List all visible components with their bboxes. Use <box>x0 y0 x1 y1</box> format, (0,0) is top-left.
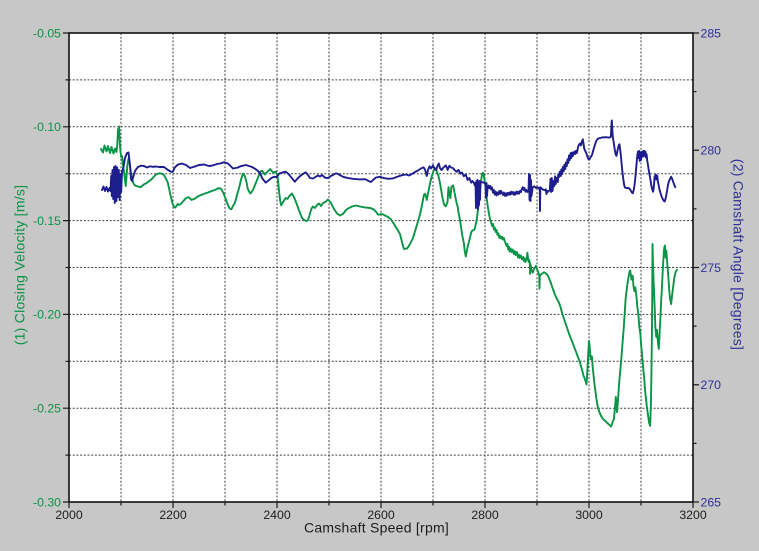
svg-text:270: 270 <box>701 378 722 392</box>
svg-text:2600: 2600 <box>367 508 395 522</box>
svg-text:-0.10: -0.10 <box>33 120 61 134</box>
svg-text:2200: 2200 <box>159 508 187 522</box>
svg-text:2800: 2800 <box>471 508 499 522</box>
svg-text:275: 275 <box>701 261 722 275</box>
svg-text:(1) Closing Velocity [m/s]: (1) Closing Velocity [m/s] <box>12 185 28 346</box>
svg-text:285: 285 <box>701 26 722 40</box>
svg-text:2400: 2400 <box>263 508 291 522</box>
svg-text:2000: 2000 <box>55 508 83 522</box>
svg-text:3200: 3200 <box>679 508 707 522</box>
svg-text:-0.30: -0.30 <box>33 495 61 509</box>
svg-text:265: 265 <box>701 495 722 509</box>
svg-text:-0.05: -0.05 <box>33 26 61 40</box>
svg-text:-0.15: -0.15 <box>33 214 61 228</box>
svg-text:-0.20: -0.20 <box>33 308 61 322</box>
svg-text:(2) Camshaft Angle [Degrees]: (2) Camshaft Angle [Degrees] <box>730 159 746 350</box>
svg-text:280: 280 <box>701 144 722 158</box>
svg-text:Camshaft Speed [rpm]: Camshaft Speed [rpm] <box>304 520 449 536</box>
svg-text:3000: 3000 <box>575 508 603 522</box>
svg-text:-0.25: -0.25 <box>33 402 61 416</box>
